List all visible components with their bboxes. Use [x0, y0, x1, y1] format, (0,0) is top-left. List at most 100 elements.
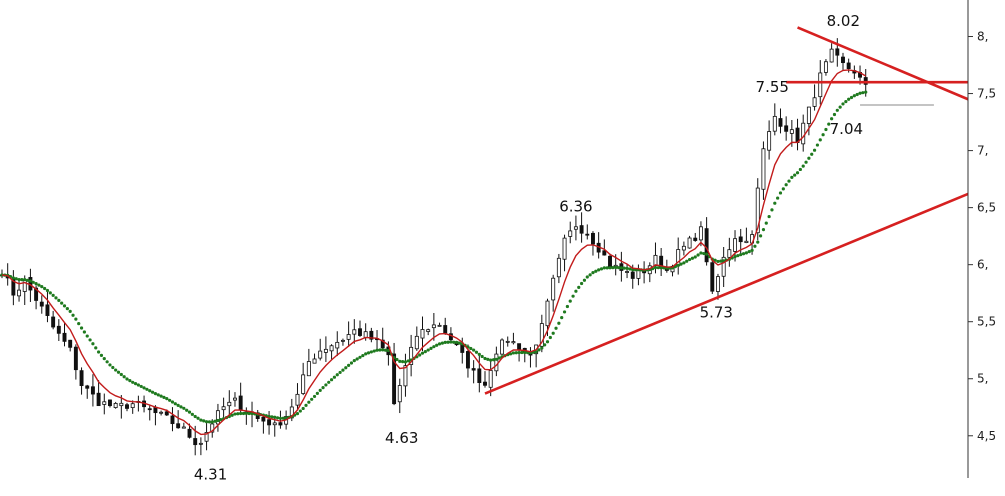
ma-slow-dot	[852, 94, 856, 98]
candle	[841, 52, 845, 72]
ma-slow-dot	[844, 99, 848, 104]
ma-slow-dot	[551, 331, 555, 335]
ma-slow-dot	[815, 143, 820, 147]
ma-slow-dot	[523, 350, 527, 355]
ma-slow-dot	[435, 343, 439, 347]
candle	[778, 108, 783, 134]
candle	[267, 411, 272, 435]
candle	[823, 59, 828, 76]
candle	[301, 362, 306, 396]
ma-slow-dot	[469, 346, 473, 351]
ma-slow-dot	[534, 350, 538, 354]
ma-slow-dot	[702, 251, 706, 256]
candle	[409, 334, 414, 377]
ma-slow-dot	[687, 257, 692, 262]
ma-slow-dot	[170, 400, 175, 404]
ma-slow-dot	[622, 266, 626, 270]
ma-slow-dot	[310, 397, 314, 401]
ma-slow-dot	[443, 340, 447, 344]
candle	[500, 338, 505, 356]
candle	[585, 224, 590, 240]
ma-slow-dot	[480, 354, 484, 359]
ma-slow-dot	[369, 350, 373, 354]
ma-slow-dot	[315, 391, 319, 396]
ma-slow-dot	[173, 402, 177, 406]
ma-slow-dot	[812, 148, 817, 152]
ma-slow-dot	[97, 350, 101, 354]
ma-slow-dot	[827, 122, 831, 126]
ma-slow-dot	[497, 356, 501, 360]
candle	[340, 338, 345, 346]
ma-slow-dot	[165, 397, 169, 401]
ma-slow-dot	[406, 359, 410, 363]
ma-slow-dot	[355, 357, 359, 361]
ma-slow-dot	[401, 360, 405, 364]
candle	[392, 342, 397, 406]
candle	[352, 319, 357, 344]
candle	[56, 319, 61, 342]
ma-slow-group	[0, 90, 868, 424]
candle	[397, 378, 402, 414]
candle	[136, 395, 141, 412]
ma-slow-dot	[48, 291, 52, 295]
ma-slow-dot	[696, 253, 700, 257]
candle	[602, 239, 607, 256]
ma-slow-dot	[511, 351, 516, 355]
candle	[68, 339, 73, 352]
ma-slow-dot	[793, 173, 797, 177]
ma-slow-dot	[213, 419, 217, 423]
ma-slow-dot	[798, 167, 802, 172]
candle	[221, 397, 226, 419]
candle	[659, 247, 664, 277]
annotations-group: 4.31 4.63 6.36 5.73 7.55 8.02 7.04	[194, 12, 863, 483]
ma-slow-dot	[11, 276, 15, 280]
ma-slow-dot	[244, 411, 248, 416]
ma-slow-dot	[267, 414, 271, 419]
ma-slow-dot	[204, 420, 209, 424]
candle	[358, 320, 362, 337]
ma-slow-dot	[34, 281, 38, 286]
candle	[130, 400, 135, 414]
ma-slow-dot	[605, 266, 609, 270]
ma-slow-dot	[119, 372, 123, 377]
ma-slow-dot	[449, 340, 453, 344]
ma-slow-dot	[491, 358, 496, 362]
ma-slow-dot	[349, 361, 354, 365]
ma-slow-dot	[91, 342, 95, 346]
ma-slow-dot	[210, 420, 214, 424]
ma-slow-dot	[139, 384, 143, 389]
ma-slow-dot	[179, 405, 183, 409]
candle	[573, 215, 578, 241]
candle	[591, 231, 595, 256]
ma-slow-dot	[804, 160, 808, 164]
ma-slow-dot	[543, 343, 547, 347]
ma-slow-dot	[278, 416, 283, 420]
ma-slow-dot	[20, 277, 24, 282]
ma-slow-dot	[656, 266, 660, 270]
ma-slow-dot	[239, 411, 243, 416]
ma-slow-dot	[403, 360, 408, 364]
ma-slow-dot	[835, 108, 839, 112]
candle	[596, 232, 601, 259]
ma-slow-dot	[318, 388, 322, 392]
ma-slow-dot	[679, 262, 683, 266]
ma-slow-dot	[364, 352, 368, 356]
ma-slow-dot	[787, 179, 791, 183]
candle	[483, 371, 487, 388]
ma-slow-dot	[761, 228, 766, 232]
ma-slow-dot	[43, 286, 47, 291]
ma-slow-dot	[494, 357, 498, 361]
y-tick-label: 5,5	[977, 315, 996, 329]
ma-slow-dot	[628, 267, 632, 271]
ma-slow-dot	[744, 251, 748, 255]
ma-slow-dot	[60, 301, 64, 305]
ma-slow-dot	[88, 338, 92, 342]
ma-slow-dot	[347, 363, 351, 367]
ma-slow-dot	[281, 416, 285, 420]
ma-slow-dot	[514, 351, 518, 355]
candle	[227, 390, 232, 418]
ma-slow-dot	[676, 263, 680, 268]
candle	[795, 118, 800, 151]
ma-slow-dot	[599, 267, 604, 271]
ma-slow-dot	[855, 92, 859, 97]
